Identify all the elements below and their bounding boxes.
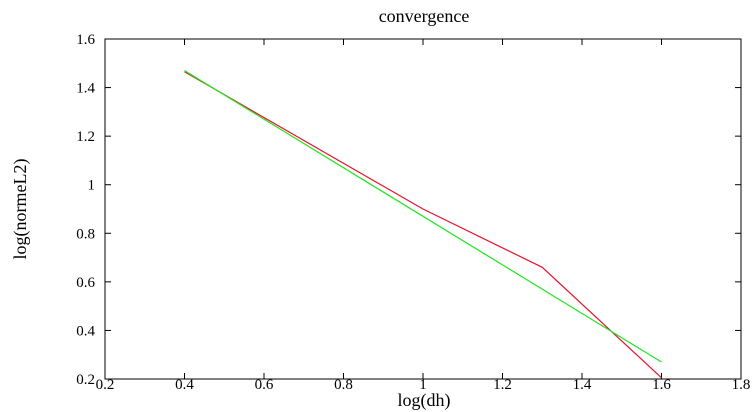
x-tick-label: 1.8: [732, 377, 751, 393]
series-layer: [184, 70, 662, 379]
y-tick-label: 0.6: [76, 275, 95, 291]
y-tick-label: 0.2: [76, 372, 95, 388]
x-tick-label: 0.4: [175, 377, 194, 393]
x-tick-label: 1.6: [652, 377, 671, 393]
axis-ticks: [104, 38, 742, 380]
series-line-1: [184, 71, 662, 379]
x-axis-label: log(dh): [398, 390, 451, 411]
series-line-2: [184, 70, 662, 363]
y-tick-label: 1.4: [76, 81, 95, 97]
x-tick-label: 1.2: [493, 377, 512, 393]
x-tick-label: 1: [419, 377, 427, 393]
chart-title: convergence: [379, 6, 470, 26]
y-tick-label: 1.6: [76, 32, 95, 48]
y-tick-label: 1: [88, 178, 96, 194]
x-tick-label: 0.6: [255, 377, 274, 393]
y-axis-label: log(normeL2): [10, 159, 31, 260]
x-tick-label: 1.4: [573, 377, 592, 393]
x-tick-label: 0.8: [334, 377, 353, 393]
y-tick-label: 0.4: [76, 323, 95, 339]
y-tick-label: 0.8: [76, 226, 95, 242]
x-tick-label: 0.2: [96, 377, 115, 393]
y-tick-label: 1.2: [76, 129, 95, 145]
axis-tick-labels: 0.2 0.4 0.6 0.8 1 1.2 1.4 1.6 1.8 0.2 0.4 0.6 0.8 1 1.…: [76, 32, 750, 393]
